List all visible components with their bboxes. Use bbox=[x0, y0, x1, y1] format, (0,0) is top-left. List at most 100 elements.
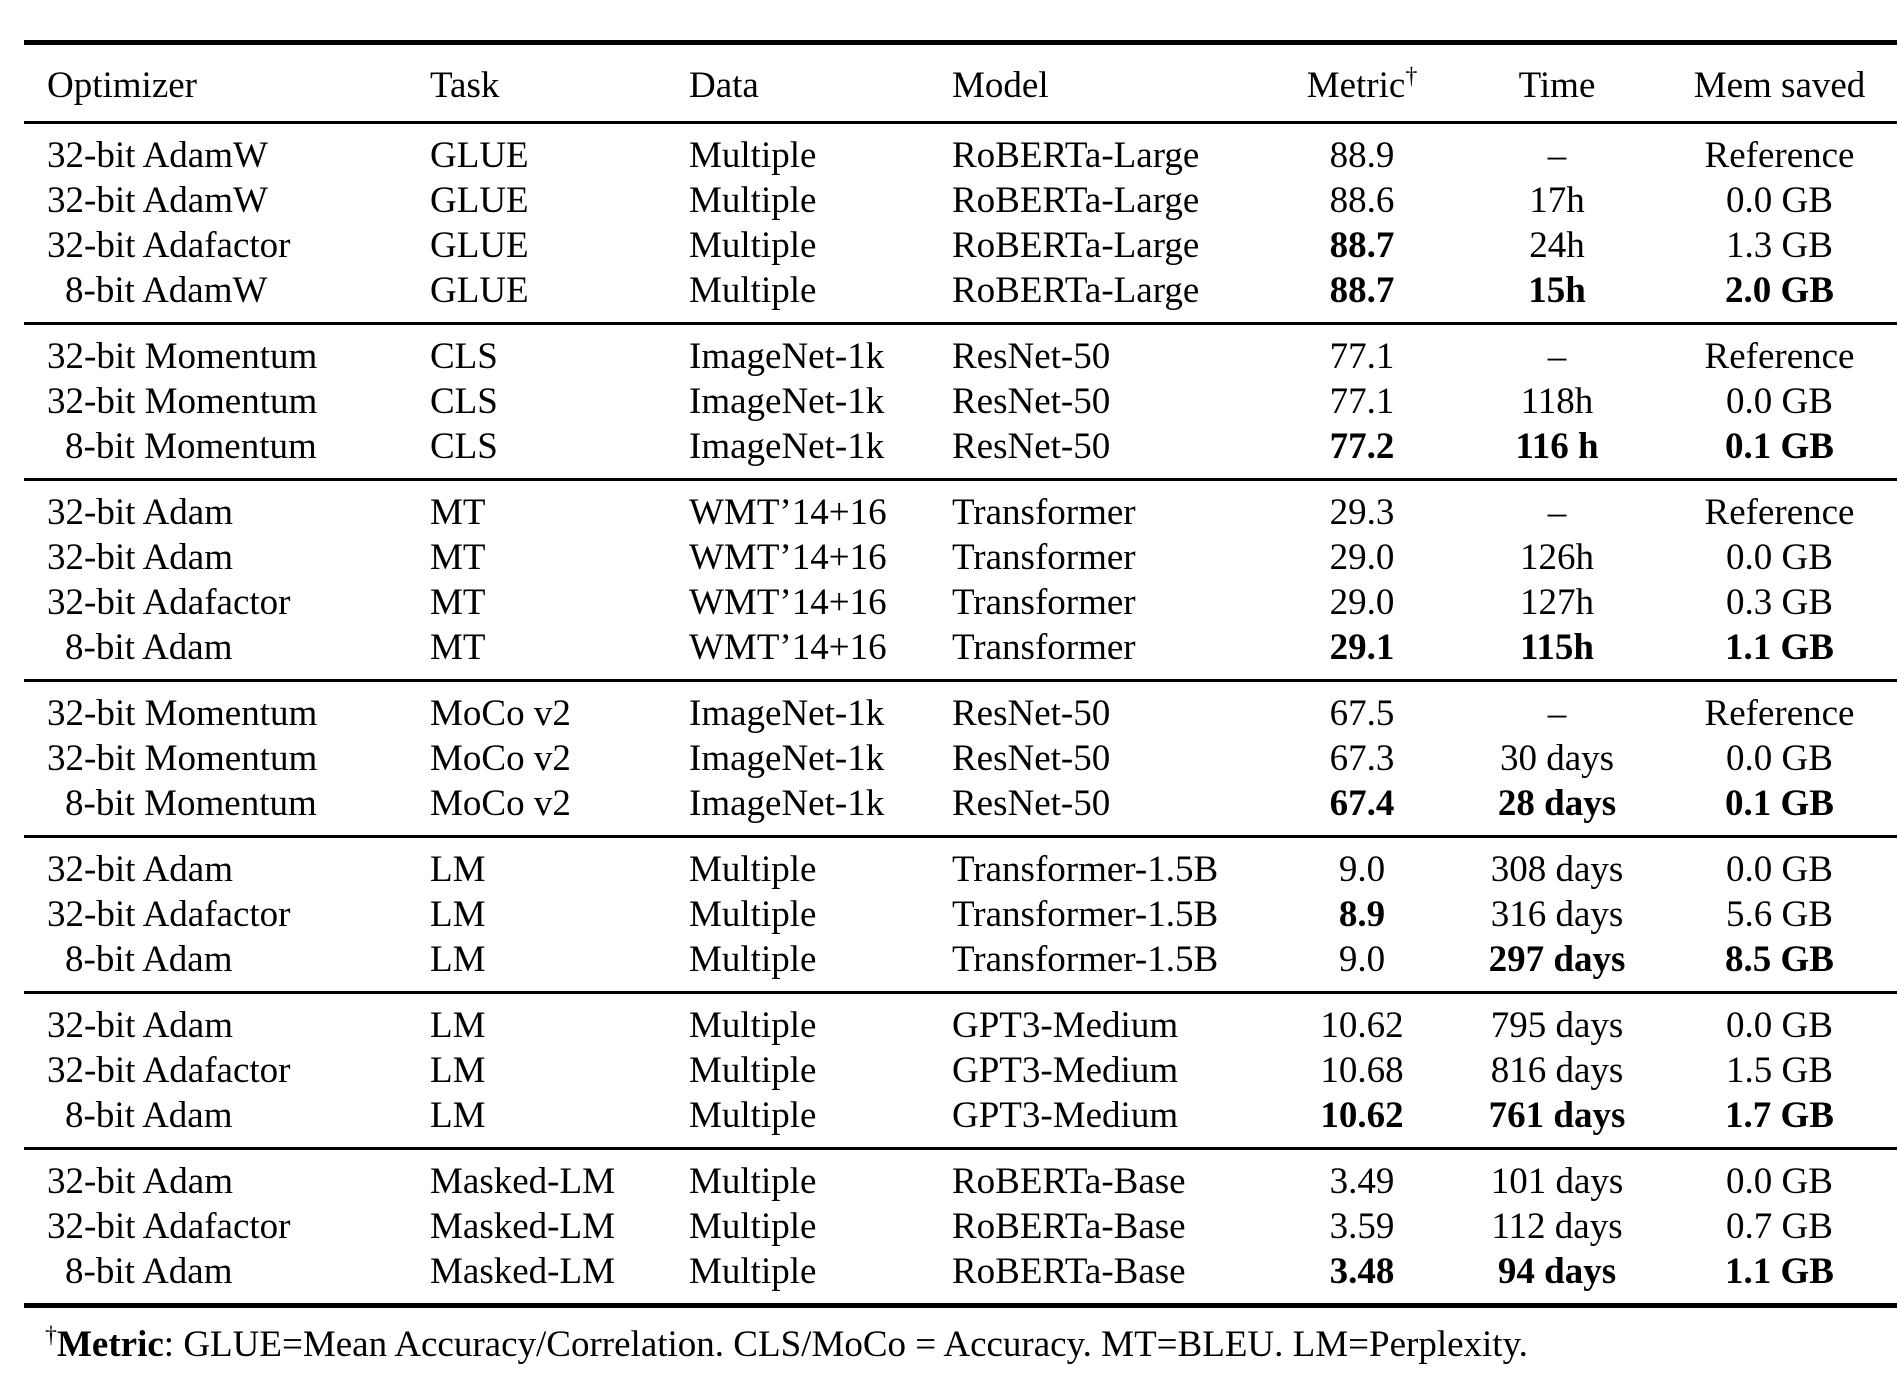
table-row: 8-bit AdamW GLUE Multiple RoBERTa-Large 88.7… bbox=[24, 268, 1897, 324]
cell-time: 94 days bbox=[1497, 1251, 1617, 1292]
cell-time: 816 days bbox=[1490, 1050, 1624, 1091]
cell-metric: 3.48 bbox=[1329, 1251, 1395, 1292]
table-row: 32-bit Adafactor GLUE Multiple RoBERTa-Larg… bbox=[24, 223, 1897, 268]
cell-model: Transformer-1.5B bbox=[952, 894, 1219, 935]
cell-metric: 10.62 bbox=[1320, 1095, 1404, 1136]
cell-model: ResNet-50 bbox=[952, 783, 1111, 824]
cell-metric: 10.62 bbox=[1320, 1005, 1404, 1046]
cell-optimizer: 32-bit AdamW bbox=[47, 180, 268, 221]
table-row: 32-bit Momentum MoCo v2 ImageNet-1k ResNet-… bbox=[24, 681, 1897, 737]
row-group-4: 32-bit Momentum MoCo v2 ImageNet-1k ResNet-… bbox=[24, 680, 1897, 837]
cell-mem: 0.1 GB bbox=[1725, 783, 1834, 824]
metric-dagger: † bbox=[1405, 63, 1418, 90]
cell-time: 126h bbox=[1520, 537, 1594, 578]
cell-model: GPT3-Medium bbox=[952, 1095, 1179, 1136]
cell-model: RoBERTa-Base bbox=[952, 1206, 1186, 1247]
cell-data: ImageNet-1k bbox=[689, 783, 885, 824]
cell-task: LM bbox=[430, 894, 486, 935]
cell-metric: 67.5 bbox=[1329, 693, 1395, 734]
cell-data: ImageNet-1k bbox=[689, 336, 885, 377]
cell-data: Multiple bbox=[689, 1095, 817, 1136]
cell-data: WMT’14+16 bbox=[689, 537, 887, 578]
cell-time: 761 days bbox=[1488, 1095, 1626, 1136]
table-row: 8-bit Adam MT WMT’14+16 Transformer 29.1 115h… bbox=[24, 625, 1897, 681]
table-row: 32-bit Adam LM Multiple Transformer-1.5B 9.0… bbox=[24, 837, 1897, 893]
cell-optimizer: 8-bit Momentum bbox=[65, 783, 317, 824]
cell-metric: 29.0 bbox=[1329, 582, 1395, 623]
table-row: 32-bit Adafactor MT WMT’14+16 Transformer 29… bbox=[24, 580, 1897, 625]
table-row: 32-bit Adam Masked-LM Multiple RoBERTa-Base… bbox=[24, 1149, 1897, 1205]
cell-model: Transformer-1.5B bbox=[952, 939, 1219, 980]
cell-metric: 88.7 bbox=[1329, 270, 1395, 311]
cell-metric: 88.6 bbox=[1329, 180, 1395, 221]
cell-model: GPT3-Medium bbox=[952, 1005, 1179, 1046]
cell-model: RoBERTa-Base bbox=[952, 1161, 1186, 1202]
cell-task: MoCo v2 bbox=[430, 738, 571, 779]
cell-data: Multiple bbox=[689, 894, 817, 935]
cell-model: Transformer bbox=[952, 582, 1136, 623]
cell-time: – bbox=[1547, 336, 1567, 377]
cell-optimizer: 32-bit Momentum bbox=[47, 336, 318, 377]
cell-time: – bbox=[1547, 492, 1567, 533]
cell-time: 118h bbox=[1520, 381, 1594, 422]
cell-task: GLUE bbox=[430, 135, 529, 176]
cell-metric: 8.9 bbox=[1338, 894, 1386, 935]
cell-mem: 0.0 GB bbox=[1726, 849, 1833, 890]
cell-time: 30 days bbox=[1499, 738, 1615, 779]
cell-time: 15h bbox=[1528, 270, 1586, 311]
table-row: 8-bit Adam LM Multiple Transformer-1.5B 9.0 2… bbox=[24, 937, 1897, 993]
row-group-5: 32-bit Adam LM Multiple Transformer-1.5B 9.0… bbox=[24, 836, 1897, 993]
footnote-text: : GLUE=Mean Accuracy/Correlation. CLS/Mo… bbox=[163, 1324, 1528, 1365]
cell-task: LM bbox=[430, 1095, 486, 1136]
footnote-term: Metric bbox=[57, 1324, 164, 1365]
col-header-model: Model bbox=[952, 64, 1049, 106]
table-row: 32-bit Momentum CLS ImageNet-1k ResNet-50 77… bbox=[24, 324, 1897, 380]
cell-optimizer: 8-bit AdamW bbox=[65, 270, 268, 311]
table-row: 32-bit Adafactor Masked-LM Multiple RoBERTa… bbox=[24, 1204, 1897, 1249]
cell-task: MT bbox=[430, 627, 486, 668]
results-table: Optimizer Task Data Model Metric† Time Mem sav… bbox=[24, 40, 1897, 1308]
cell-mem: 0.1 GB bbox=[1725, 426, 1834, 467]
cell-mem: 5.6 GB bbox=[1726, 894, 1833, 935]
cell-time: 24h bbox=[1529, 225, 1585, 266]
row-group-7: 32-bit Adam Masked-LM Multiple RoBERTa-Base… bbox=[24, 1148, 1897, 1306]
cell-task: LM bbox=[430, 849, 486, 890]
cell-optimizer: 8-bit Adam bbox=[65, 1095, 233, 1136]
cell-data: Multiple bbox=[689, 939, 817, 980]
cell-metric: 77.1 bbox=[1329, 336, 1395, 377]
cell-model: Transformer bbox=[952, 627, 1136, 668]
cell-task: MT bbox=[430, 492, 486, 533]
cell-task: GLUE bbox=[430, 225, 529, 266]
cell-optimizer: 32-bit Momentum bbox=[47, 381, 318, 422]
table-row: 8-bit Adam Masked-LM Multiple RoBERTa-Base 3… bbox=[24, 1249, 1897, 1306]
cell-optimizer: 32-bit Adam bbox=[47, 1161, 234, 1202]
col-header-optimizer: Optimizer bbox=[47, 64, 198, 106]
row-group-1: 32-bit AdamW GLUE Multiple RoBERTa-Large 88.… bbox=[24, 122, 1897, 324]
cell-optimizer: 8-bit Momentum bbox=[65, 426, 317, 467]
cell-mem: 1.1 GB bbox=[1725, 627, 1834, 668]
cell-metric: 88.7 bbox=[1329, 225, 1395, 266]
cell-metric: 29.0 bbox=[1329, 537, 1395, 578]
cell-model: Transformer bbox=[952, 492, 1136, 533]
cell-model: ResNet-50 bbox=[952, 381, 1111, 422]
table-row: 32-bit Momentum MoCo v2 ImageNet-1k ResNet-… bbox=[24, 736, 1897, 781]
cell-data: WMT’14+16 bbox=[689, 492, 887, 533]
cell-task: Masked-LM bbox=[430, 1206, 615, 1247]
cell-mem: 0.0 GB bbox=[1726, 537, 1833, 578]
cell-model: GPT3-Medium bbox=[952, 1050, 1179, 1091]
table-header: Optimizer Task Data Model Metric† Time Mem sav… bbox=[24, 43, 1897, 123]
col-header-metric: Metric† bbox=[1306, 63, 1418, 106]
cell-metric: 3.49 bbox=[1329, 1161, 1395, 1202]
cell-mem: 0.0 GB bbox=[1726, 738, 1833, 779]
row-group-3: 32-bit Adam MT WMT’14+16 Transformer 29.3 – Re… bbox=[24, 479, 1897, 681]
cell-model: RoBERTa-Base bbox=[952, 1251, 1186, 1292]
cell-mem: 0.0 GB bbox=[1726, 1161, 1833, 1202]
cell-optimizer: 8-bit Adam bbox=[65, 939, 233, 980]
col-header-mem: Mem saved bbox=[1693, 64, 1866, 106]
cell-data: Multiple bbox=[689, 1005, 817, 1046]
cell-mem: 1.7 GB bbox=[1725, 1095, 1834, 1136]
cell-mem: 0.0 GB bbox=[1726, 381, 1833, 422]
cell-optimizer: 32-bit Adafactor bbox=[47, 1206, 291, 1247]
cell-mem: 0.7 GB bbox=[1726, 1206, 1833, 1247]
cell-task: GLUE bbox=[430, 180, 529, 221]
